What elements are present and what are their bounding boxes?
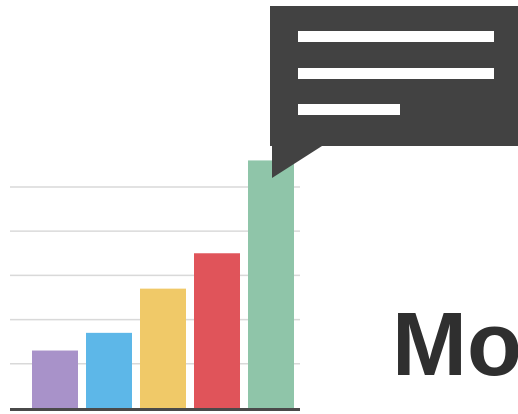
bar-5 — [248, 160, 294, 408]
bar-4 — [194, 253, 240, 408]
speech-bubble-shape — [270, 6, 518, 178]
bar-2 — [86, 332, 132, 408]
text-lines-icon — [298, 31, 494, 115]
bar-3 — [140, 288, 186, 408]
bars — [32, 160, 294, 408]
speech-bubble-icon — [270, 6, 518, 178]
text-line-3 — [298, 104, 400, 115]
heading: Mo — [392, 295, 518, 395]
text-line-2 — [298, 68, 494, 79]
text-line-1 — [298, 31, 494, 42]
bar-1 — [32, 350, 78, 408]
